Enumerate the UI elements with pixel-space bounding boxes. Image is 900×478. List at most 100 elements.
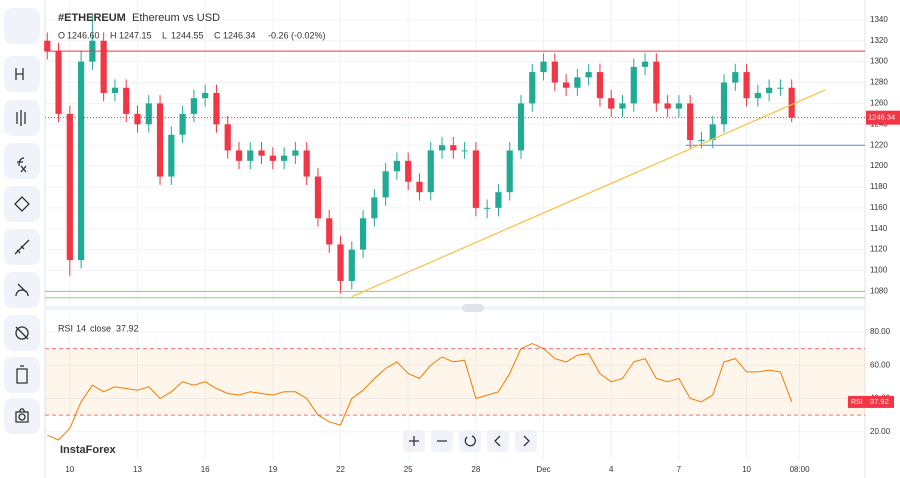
rsi-line [47, 343, 793, 441]
candle-body [585, 72, 592, 78]
rsi-value-tag [866, 395, 894, 408]
candle-body [484, 207, 491, 209]
y-tick-label: 1080 [870, 287, 888, 296]
candle-body [529, 72, 536, 104]
divider-handle[interactable] [462, 304, 484, 312]
symbol-name: Ethereum vs USD [132, 12, 220, 24]
ohlc-key: H [110, 30, 117, 40]
candle-body [371, 197, 378, 219]
y-tick-label: 1260 [870, 99, 888, 108]
candle-body [348, 249, 355, 281]
x-tick-label: Dec [536, 465, 550, 474]
tool-button[interactable] [4, 186, 40, 222]
y-tick-label: 80.00 [870, 327, 891, 336]
pane-divider [45, 306, 865, 310]
candle-body [213, 92, 220, 125]
y-tick-label: 1200 [870, 161, 888, 170]
candle-body [156, 103, 164, 177]
rsi-tag-title: RSI [851, 399, 863, 406]
y-tick-label: 1340 [870, 15, 888, 24]
candle-body [134, 113, 141, 125]
tool-button[interactable] [4, 398, 40, 434]
ohlc-value: 1247.15 [119, 30, 152, 40]
icon [15, 326, 29, 340]
candle-body [675, 103, 682, 109]
y-tick-label: 1180 [870, 182, 888, 191]
tool-button[interactable] [4, 8, 40, 44]
candle-body [190, 98, 197, 114]
x-tick-label: 28 [471, 465, 480, 474]
ohlc-value: 1244.55 [171, 30, 204, 40]
legend: #ETHEREUM Ethereum vs USD O 1246.60 H 1247.… [58, 12, 326, 333]
scroll-left[interactable] [487, 430, 509, 452]
ohlc: O 1246.60 H 1247.15 L 1244.55 C 1246.34 -0.26 (-… [58, 30, 326, 40]
candle-body [641, 61, 649, 67]
y-tick-label: 1320 [870, 36, 888, 45]
candle-body [709, 124, 716, 140]
tool-icons [14, 68, 30, 423]
candle-body [438, 145, 446, 151]
candle-body [687, 103, 694, 140]
rsi-last-value: 37.92 [116, 323, 139, 333]
candle-body [427, 150, 434, 193]
last-price-tag [866, 110, 900, 125]
x-tick-label: 16 [201, 465, 210, 474]
candle-body [517, 103, 525, 151]
candle-body [608, 98, 615, 109]
rsi-source: close [90, 323, 111, 333]
trend-line [351, 89, 826, 298]
y-tick-label: 60.00 [870, 360, 891, 369]
scroll-right[interactable] [515, 430, 537, 452]
icon [18, 413, 26, 421]
icon [17, 157, 27, 173]
ohlc-key: L [162, 30, 167, 40]
x-tick-label: 10 [65, 465, 74, 474]
symbol: #ETHEREUM [58, 12, 126, 24]
icon [15, 326, 29, 340]
watermark: InstaForex [60, 444, 117, 456]
candle-body [100, 40, 107, 93]
candle-body [145, 103, 152, 125]
tool-button[interactable] [4, 100, 40, 136]
candle-body [551, 61, 558, 83]
rsi-title: RSI [58, 323, 73, 333]
candle-body [450, 145, 457, 151]
ohlc-key: O [58, 30, 65, 40]
y-tick-label: 1280 [870, 78, 888, 87]
rsi-tag-value: 37.92 [870, 397, 889, 406]
tool-button[interactable] [4, 143, 40, 179]
ohlc-value: 1246.34 [223, 30, 256, 40]
change: -0.26 (-0.02%) [268, 30, 326, 40]
icon [16, 365, 28, 384]
candle-body [179, 113, 186, 135]
x-tick-label: 7 [677, 465, 682, 474]
candle-body [235, 150, 243, 161]
candle-body [314, 176, 322, 219]
candle-body [359, 218, 367, 250]
candle-body [495, 192, 502, 208]
nav-icons [409, 435, 530, 447]
tool-button[interactable] [4, 357, 40, 393]
candle-body [720, 82, 728, 125]
icon [15, 68, 24, 80]
candle-body [653, 61, 660, 104]
candle-body [393, 160, 401, 172]
candle-body [55, 51, 62, 114]
candle-body [66, 113, 73, 261]
ohlc-value: 1246.60 [67, 30, 100, 40]
y-tick-label: 1220 [870, 140, 888, 149]
candle-body [303, 150, 310, 177]
y-tick-label: 1120 [870, 245, 888, 254]
candle-body [472, 150, 479, 208]
candle-body [292, 150, 299, 156]
x-tick-label: 13 [133, 465, 142, 474]
reset[interactable] [459, 430, 481, 452]
candle-body [754, 92, 761, 99]
candle-body [619, 103, 626, 109]
candle-body [574, 77, 581, 88]
plot [44, 14, 795, 441]
candle-body [247, 150, 254, 161]
candle-body [337, 244, 344, 281]
navigation [403, 430, 537, 452]
candle-body [732, 72, 739, 83]
